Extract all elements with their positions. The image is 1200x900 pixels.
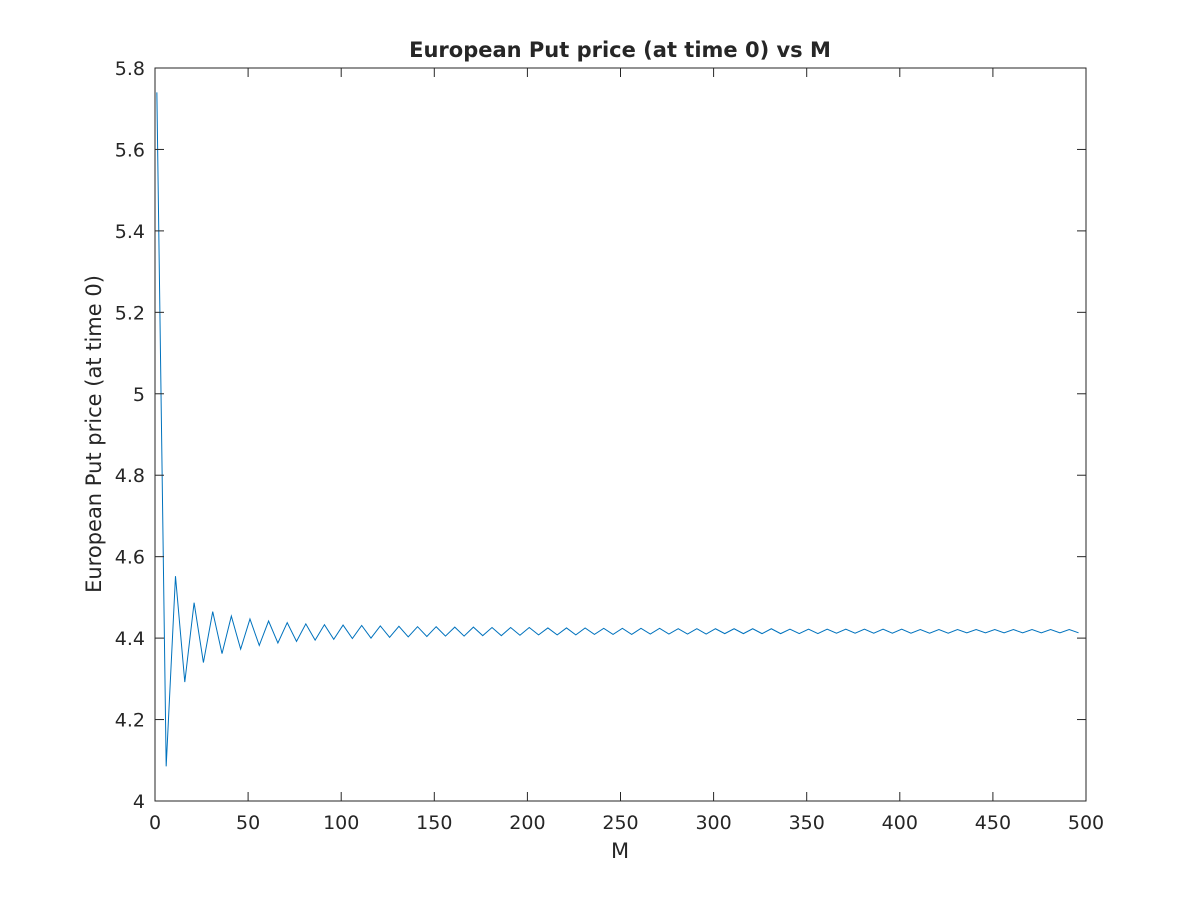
y-tick-label: 5 [133, 384, 145, 406]
x-tick-label: 450 [975, 812, 1011, 834]
x-tick-label: 0 [149, 812, 161, 834]
x-tick-label: 200 [509, 812, 545, 834]
x-tick-label: 500 [1068, 812, 1104, 834]
x-axis-ticks: 0 50 100 150 200 250 300 350 400 450 500 [149, 68, 1104, 834]
chart-title: European Put price (at time 0) vs M [409, 38, 831, 62]
x-tick-label: 100 [323, 812, 359, 834]
y-tick-label: 5.6 [115, 139, 145, 161]
x-tick-label: 300 [695, 812, 731, 834]
y-tick-label: 5.4 [115, 221, 145, 243]
series-line [156, 92, 1079, 767]
series-layer [156, 92, 1079, 767]
y-tick-label: 4.4 [115, 628, 145, 650]
y-tick-label: 4.2 [115, 710, 145, 732]
plot-area [155, 68, 1086, 801]
y-tick-label: 4.6 [115, 547, 145, 569]
y-axis-ticks: 4 4.2 4.4 4.6 4.8 5 5.2 5.4 5.6 5.8 [115, 58, 1086, 813]
y-tick-label: 5.8 [115, 58, 145, 80]
y-axis-label: European Put price (at time 0) [82, 275, 106, 593]
y-tick-label: 4.8 [115, 465, 145, 487]
x-tick-label: 150 [416, 812, 452, 834]
y-tick-label: 4 [133, 791, 145, 813]
x-tick-label: 350 [789, 812, 825, 834]
x-axis-label: M [611, 839, 629, 863]
y-tick-label: 5.2 [115, 302, 145, 324]
x-tick-label: 50 [236, 812, 260, 834]
x-tick-label: 250 [602, 812, 638, 834]
x-tick-label: 400 [882, 812, 918, 834]
